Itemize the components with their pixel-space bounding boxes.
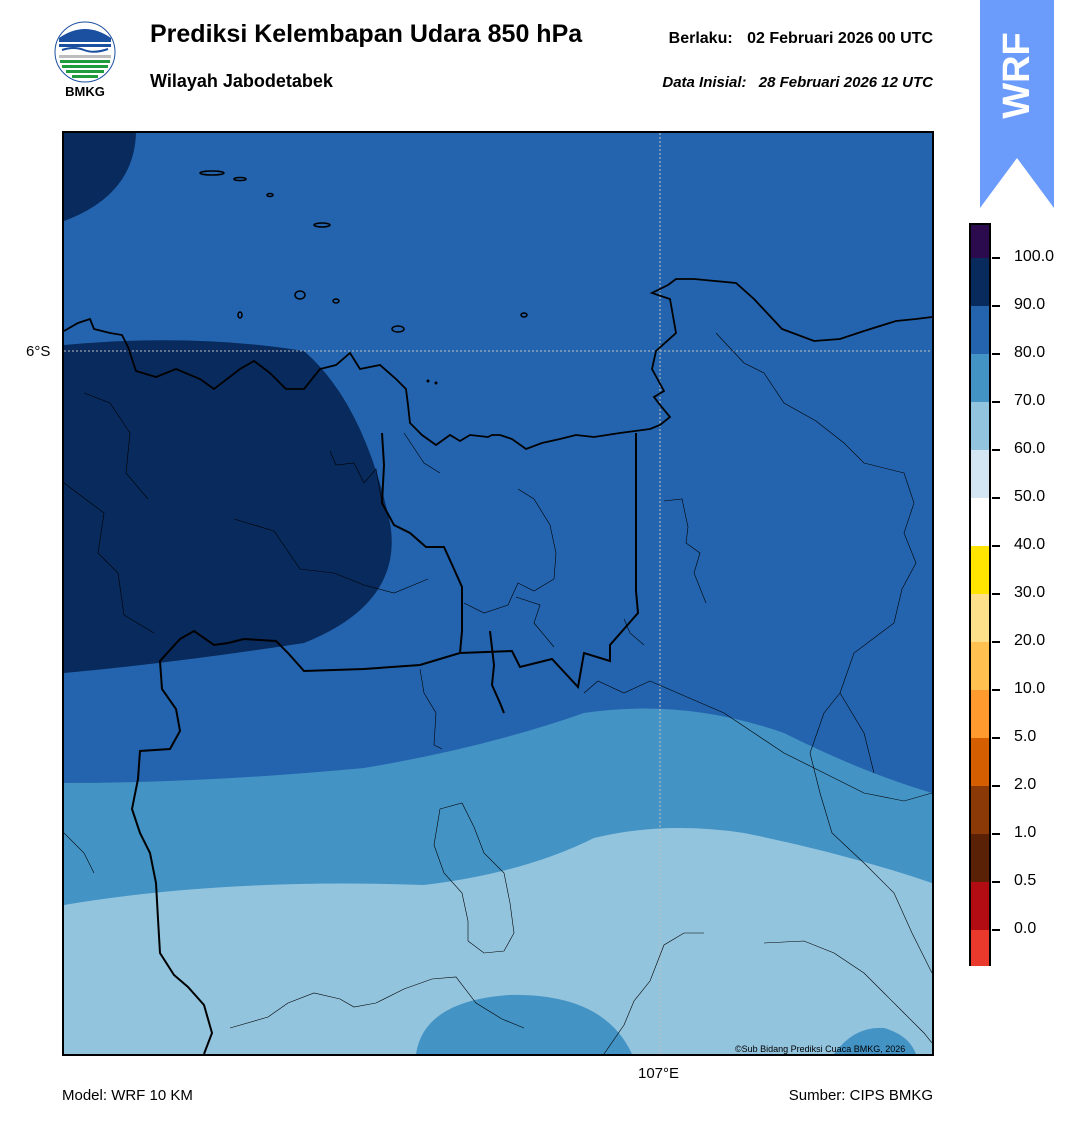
colorbar-segment	[970, 224, 990, 258]
colorbar-segment	[970, 498, 990, 546]
colorbar-segment	[970, 306, 990, 354]
colorbar-tick-label: 70.0	[1014, 392, 1046, 409]
colorbar-tick	[992, 449, 1000, 451]
colorbar-tick-label: 5.0	[1014, 728, 1037, 745]
colorbar-tick	[992, 785, 1000, 787]
colorbar-tick-label: 40.0	[1014, 536, 1046, 553]
init-value: 28 Februari 2026 12 UTC	[758, 74, 933, 91]
colorbar-tick	[992, 305, 1000, 307]
band-70-80-blob-east	[834, 1027, 916, 1054]
colorbar-segment	[970, 642, 990, 690]
colorbar-tick	[992, 833, 1000, 835]
colorbar-tick-label: 0.5	[1014, 872, 1037, 889]
band-70-80-blob-south	[416, 994, 632, 1054]
colorbar-tick-label: 60.0	[1014, 440, 1046, 457]
colorbar-tick-label: 80.0	[1014, 344, 1046, 361]
model-label: Model: WRF 10 KM	[62, 1087, 193, 1104]
colorbar-tick	[992, 545, 1000, 547]
colorbar-border	[969, 223, 991, 966]
colorbar-segment	[970, 834, 990, 882]
wrf-banner	[980, 0, 1054, 208]
colorbar-tick	[992, 401, 1000, 403]
bmkg-logo-icon	[54, 21, 116, 83]
logo-text: BMKG	[65, 84, 105, 99]
page-subtitle: Wilayah Jabodetabek	[150, 71, 333, 91]
map-canvas	[64, 133, 932, 1054]
lat-label: 6°S	[26, 343, 51, 360]
colorbar-segment	[970, 546, 990, 594]
colorbar-tick-label: 30.0	[1014, 584, 1046, 601]
colorbar-tick	[992, 353, 1000, 355]
source-label: Sumber: CIPS BMKG	[788, 1087, 933, 1104]
colorbar-segment	[970, 402, 990, 450]
band-90-100-corner	[64, 133, 136, 221]
map-credit: ©Sub Bidang Prediksi Cuaca BMKG, 2026	[735, 1044, 906, 1054]
colorbar-tick	[992, 257, 1000, 259]
colorbar-segment	[970, 738, 990, 786]
colorbar-tick-label: 50.0	[1014, 488, 1046, 505]
jakarta-boundary	[459, 433, 640, 690]
colorbar-tick-label: 2.0	[1014, 776, 1037, 793]
colorbar-segment	[970, 882, 990, 930]
colorbar-tick	[992, 929, 1000, 931]
colorbar-tick	[992, 497, 1000, 499]
colorbar-tick	[992, 689, 1000, 691]
init-time: Data Inisial: 28 Februari 2026 12 UTC	[662, 74, 933, 91]
colorbar-tick	[992, 881, 1000, 883]
band-60-70	[64, 828, 932, 1054]
colorbar-segment	[970, 258, 990, 306]
colorbar-segment	[970, 354, 990, 402]
colorbar-tick-label: 1.0	[1014, 824, 1037, 841]
colorbar-segment	[970, 690, 990, 738]
colorbar-segment	[970, 786, 990, 834]
page-title: Prediksi Kelembapan Udara 850 hPa	[150, 20, 583, 48]
colorbar-tick-label: 100.0	[1014, 248, 1055, 265]
colorbar-segment	[970, 450, 990, 498]
valid-value: 02 Februari 2026 00 UTC	[747, 30, 933, 47]
valid-time: Berlaku: 02 Februari 2026 00 UTC	[669, 30, 933, 48]
colorbar-segment	[970, 594, 990, 642]
band-90-100-west	[64, 340, 392, 673]
humidity-map[interactable]	[62, 131, 934, 1056]
init-label: Data Inisial:	[662, 74, 747, 91]
valid-label: Berlaku:	[668, 30, 733, 47]
wrf-banner-label: WRF	[995, 31, 1038, 119]
colorbar-tick-label: 0.0	[1014, 920, 1037, 937]
colorbar-tick	[992, 593, 1000, 595]
colorbar-tick-label: 90.0	[1014, 296, 1046, 313]
colorbar-tick-label: 10.0	[1014, 680, 1046, 697]
colorbar-tick	[992, 737, 1000, 739]
colorbar-tick	[992, 641, 1000, 643]
colorbar	[969, 223, 991, 966]
lon-label: 107°E	[638, 1065, 680, 1082]
colorbar-segment	[970, 930, 990, 966]
colorbar-tick-label: 20.0	[1014, 632, 1046, 649]
province-boundary	[130, 432, 463, 1054]
coastline	[64, 278, 932, 451]
regency-boundaries	[64, 332, 932, 1054]
